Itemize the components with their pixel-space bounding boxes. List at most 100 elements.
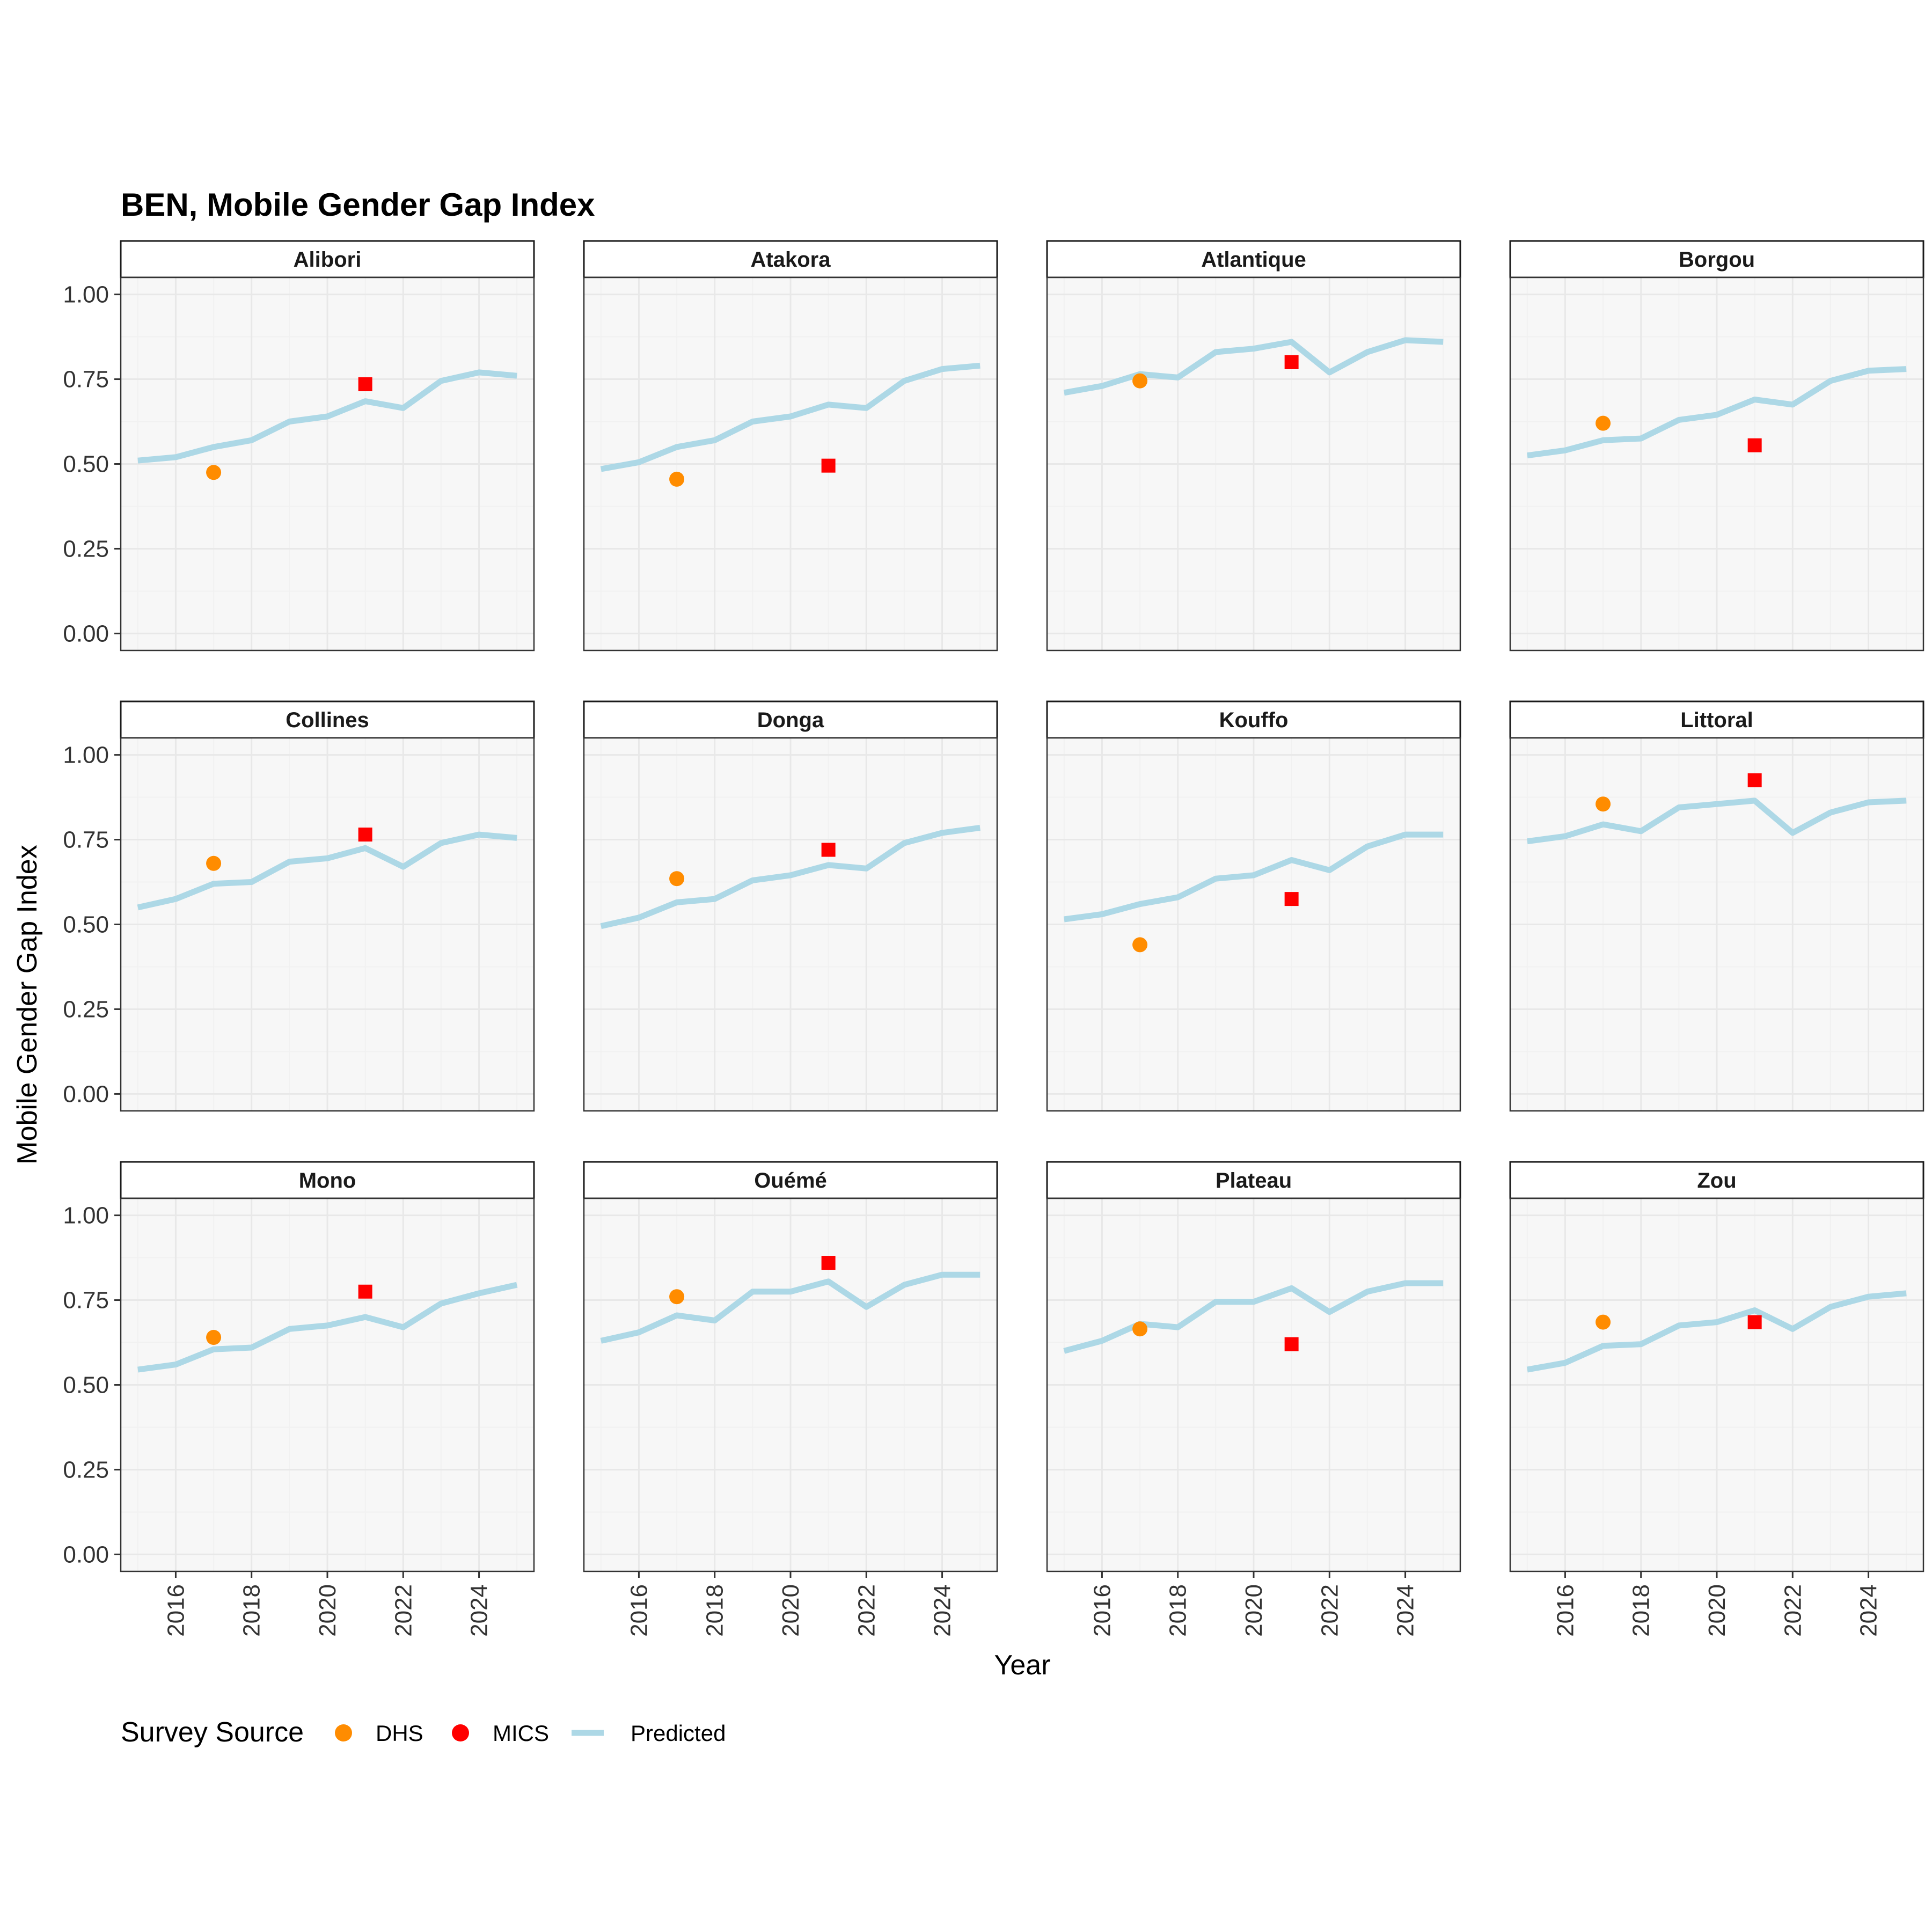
- predicted-line: [137, 831, 517, 911]
- facet-strip: [1509, 700, 1924, 739]
- y-tick-label: 0.75: [63, 1287, 109, 1314]
- y-tick-label: 0.25: [63, 1457, 109, 1483]
- dhs-point: [1596, 1314, 1611, 1330]
- mics-point: [358, 1284, 372, 1299]
- panel-border: [1509, 737, 1924, 1112]
- facet-strip: [120, 240, 535, 279]
- x-tick-label: 2018: [1165, 1584, 1191, 1637]
- x-tick-label: 2022: [390, 1584, 416, 1637]
- dhs-point: [669, 471, 685, 487]
- facet-strip-label: Borgou: [1679, 248, 1755, 272]
- panel-border: [583, 276, 998, 652]
- dhs-point: [669, 871, 685, 887]
- facet-donga: Donga: [583, 700, 998, 1112]
- facet-atlantique: Atlantique: [1046, 240, 1461, 652]
- facet-strip: [1046, 1161, 1461, 1199]
- predicted-line: [1064, 831, 1444, 923]
- facet-strip-label: Plateau: [1216, 1169, 1292, 1192]
- y-tick-label: 0.00: [63, 1541, 109, 1568]
- legend-key-mics: [452, 1724, 469, 1741]
- facet-strip-label: Alibori: [294, 248, 362, 272]
- legend-label-mics: MICS: [493, 1721, 549, 1746]
- mics-point: [1284, 1337, 1299, 1351]
- mics-point: [1747, 1315, 1762, 1329]
- predicted-line: [1527, 366, 1907, 459]
- x-tick-label: 2024: [1393, 1584, 1419, 1637]
- x-tick-label: 2018: [239, 1584, 265, 1637]
- facet-zou: Zou 2016 2018 2020 2022 2024: [1509, 1161, 1924, 1637]
- x-tick-label: 2020: [314, 1584, 341, 1637]
- facet-strip: [1509, 240, 1924, 279]
- x-tick-label: 2016: [1089, 1584, 1115, 1637]
- facet-strip: [120, 700, 535, 739]
- predicted-line: [600, 824, 980, 930]
- mics-point: [821, 843, 836, 857]
- facet-atakora: Atakora: [583, 240, 998, 652]
- mics-point: [821, 458, 836, 473]
- y-tick-label: 1.00: [63, 282, 109, 308]
- legend: Survey Source DHS MICS Predicted: [121, 1717, 726, 1748]
- x-tick-label: 2022: [853, 1584, 880, 1637]
- y-tick-label: 0.50: [63, 912, 109, 938]
- dhs-point: [1132, 937, 1148, 953]
- facet-littoral: Littoral: [1509, 700, 1924, 1112]
- facet-strip-label: Kouffo: [1219, 708, 1289, 732]
- mics-point: [358, 828, 372, 842]
- dhs-point: [1132, 1321, 1148, 1337]
- panel-border: [583, 737, 998, 1112]
- facet-strip-label: Collines: [286, 708, 369, 732]
- predicted-line: [1063, 1280, 1444, 1354]
- predicted-line: [137, 1282, 518, 1373]
- facet-ouémé: Ouémé 2016 2018 2020 2022 2024: [583, 1161, 998, 1637]
- y-tick-label: 1.00: [63, 1203, 109, 1229]
- dhs-point: [1596, 415, 1611, 431]
- y-axis-title: Mobile Gender Gap Index: [12, 845, 43, 1164]
- predicted-line: [600, 1271, 980, 1344]
- facet-collines: Collines 0.00 0.25 0.50 0.75 1.00: [63, 700, 535, 1112]
- facet-borgou: Borgou: [1509, 240, 1924, 652]
- facet-strip: [1509, 1161, 1924, 1199]
- dhs-point: [1596, 796, 1611, 812]
- mics-point: [1747, 773, 1762, 787]
- panel-border: [1046, 276, 1461, 652]
- mics-point: [1284, 892, 1299, 906]
- mics-point: [821, 1256, 836, 1270]
- facet-strip-label: Mono: [299, 1169, 356, 1192]
- mics-point: [1284, 355, 1299, 369]
- facet-mono: Mono 0.00 0.25 0.50 0.75 1.00 2016 2018 2020 2022…: [63, 1161, 535, 1637]
- dhs-point: [206, 855, 222, 871]
- x-tick-label: 2022: [1316, 1584, 1343, 1637]
- legend-label-dhs: DHS: [376, 1721, 423, 1746]
- dhs-point: [669, 1289, 685, 1305]
- facet-strip-label: Atakora: [751, 248, 831, 272]
- facet-strip-label: Atlantique: [1201, 248, 1306, 272]
- x-tick-label: 2020: [1241, 1584, 1267, 1637]
- x-tick-label: 2018: [702, 1584, 728, 1637]
- y-tick-label: 0.50: [63, 1372, 109, 1399]
- facet-strip-label: Littoral: [1680, 708, 1753, 732]
- legend-key-dhs: [335, 1724, 352, 1741]
- dhs-point: [206, 1330, 222, 1345]
- panel-border: [1509, 276, 1924, 652]
- mics-point: [1747, 438, 1762, 452]
- facet-strip-label: Zou: [1697, 1169, 1736, 1192]
- chart-title: BEN, Mobile Gender Gap Index: [121, 187, 595, 223]
- x-tick-label: 2018: [1628, 1584, 1655, 1637]
- y-tick-label: 0.25: [63, 996, 109, 1022]
- predicted-line: [1063, 337, 1444, 396]
- facet-strip: [1046, 700, 1461, 739]
- x-tick-label: 2024: [930, 1584, 956, 1637]
- facet-strip-label: Donga: [757, 708, 824, 732]
- predicted-line: [600, 362, 980, 472]
- y-tick-label: 0.25: [63, 536, 109, 562]
- facet-strip-label: Ouémé: [754, 1169, 827, 1192]
- x-tick-label: 2016: [1552, 1584, 1578, 1637]
- x-tick-label: 2020: [1704, 1584, 1730, 1637]
- predicted-line: [1526, 1290, 1907, 1373]
- x-tick-label: 2016: [626, 1584, 652, 1637]
- x-axis-title: Year: [994, 1650, 1050, 1681]
- x-tick-label: 2020: [778, 1584, 804, 1637]
- mics-point: [358, 377, 372, 392]
- y-tick-label: 0.75: [63, 367, 109, 393]
